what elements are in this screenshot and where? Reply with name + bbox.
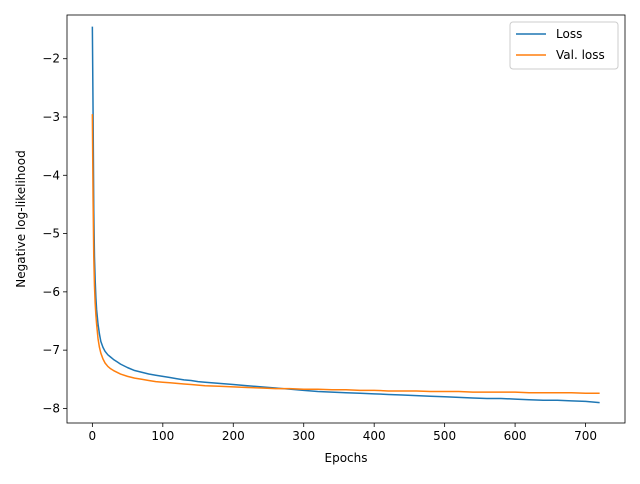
y-tick-label: −3 (42, 110, 60, 124)
y-tick-label: −7 (42, 343, 60, 357)
legend-label-val-loss: Val. loss (556, 48, 605, 62)
y-tick-label: −2 (42, 52, 60, 66)
y-tick-label: −6 (42, 285, 60, 299)
y-tick-label: −4 (42, 168, 60, 182)
x-tick-label: 600 (504, 429, 527, 443)
x-axis-label: Epochs (325, 451, 368, 465)
plot-frame (66, 14, 626, 424)
x-tick-label: 100 (151, 429, 174, 443)
legend-label-loss: Loss (556, 27, 582, 41)
x-axis-ticks: 0 100 200 300 400 500 600 700 (89, 423, 597, 443)
x-tick-label: 300 (292, 429, 315, 443)
legend: Loss Val. loss (509, 21, 619, 70)
series-line-val-loss (91, 114, 600, 395)
y-axis-ticks: −8 −7 −6 −5 −4 −3 −2 (42, 52, 67, 415)
y-tick-label: −8 (42, 401, 60, 415)
x-tick-label: 200 (222, 429, 245, 443)
x-tick-label: 700 (574, 429, 597, 443)
series-line-loss (91, 26, 600, 404)
y-axis-label: Negative log-likelihood (14, 150, 28, 287)
x-tick-label: 0 (89, 429, 97, 443)
plot-lines (91, 26, 600, 404)
x-tick-label: 500 (433, 429, 456, 443)
y-tick-label: −5 (42, 227, 60, 241)
x-tick-label: 400 (363, 429, 386, 443)
